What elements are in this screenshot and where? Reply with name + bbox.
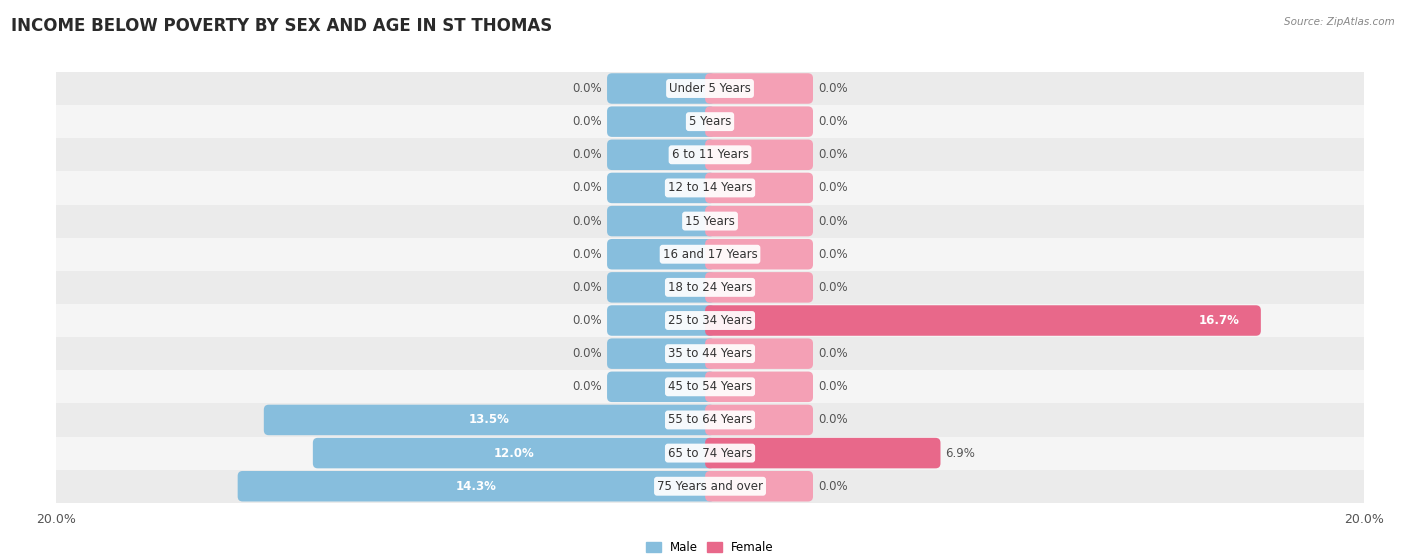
Text: 0.0%: 0.0% xyxy=(572,82,602,95)
Text: 0.0%: 0.0% xyxy=(572,314,602,327)
Bar xyxy=(56,238,1364,271)
Text: 6.9%: 6.9% xyxy=(945,446,976,460)
FancyBboxPatch shape xyxy=(706,140,813,170)
Bar xyxy=(56,72,1364,105)
FancyBboxPatch shape xyxy=(607,239,714,270)
FancyBboxPatch shape xyxy=(706,305,1261,336)
FancyBboxPatch shape xyxy=(607,172,714,203)
FancyBboxPatch shape xyxy=(607,73,714,104)
FancyBboxPatch shape xyxy=(706,338,813,369)
Bar xyxy=(56,171,1364,205)
Text: 0.0%: 0.0% xyxy=(818,347,848,360)
FancyBboxPatch shape xyxy=(607,372,714,402)
Text: 0.0%: 0.0% xyxy=(818,248,848,261)
Bar xyxy=(56,138,1364,171)
Bar xyxy=(56,304,1364,337)
Text: 0.0%: 0.0% xyxy=(818,281,848,294)
Text: 0.0%: 0.0% xyxy=(572,381,602,393)
Text: 15 Years: 15 Years xyxy=(685,215,735,228)
Text: 5 Years: 5 Years xyxy=(689,115,731,128)
Text: 0.0%: 0.0% xyxy=(818,148,848,161)
Text: 65 to 74 Years: 65 to 74 Years xyxy=(668,446,752,460)
FancyBboxPatch shape xyxy=(238,471,714,502)
FancyBboxPatch shape xyxy=(706,172,813,203)
Text: 75 Years and over: 75 Years and over xyxy=(657,480,763,493)
Text: 0.0%: 0.0% xyxy=(818,115,848,128)
Bar xyxy=(56,271,1364,304)
Text: 0.0%: 0.0% xyxy=(572,115,602,128)
Text: 55 to 64 Years: 55 to 64 Years xyxy=(668,413,752,426)
Text: 0.0%: 0.0% xyxy=(572,347,602,360)
Text: 0.0%: 0.0% xyxy=(572,248,602,261)
Bar xyxy=(56,205,1364,238)
FancyBboxPatch shape xyxy=(706,438,941,468)
FancyBboxPatch shape xyxy=(706,73,813,104)
Text: 6 to 11 Years: 6 to 11 Years xyxy=(672,148,748,161)
Text: 0.0%: 0.0% xyxy=(818,181,848,194)
FancyBboxPatch shape xyxy=(706,471,813,502)
Text: 18 to 24 Years: 18 to 24 Years xyxy=(668,281,752,294)
FancyBboxPatch shape xyxy=(706,272,813,302)
Text: 0.0%: 0.0% xyxy=(818,381,848,393)
Text: INCOME BELOW POVERTY BY SEX AND AGE IN ST THOMAS: INCOME BELOW POVERTY BY SEX AND AGE IN S… xyxy=(11,17,553,35)
FancyBboxPatch shape xyxy=(706,107,813,137)
Text: 12 to 14 Years: 12 to 14 Years xyxy=(668,181,752,194)
Legend: Male, Female: Male, Female xyxy=(641,537,779,558)
Text: Source: ZipAtlas.com: Source: ZipAtlas.com xyxy=(1284,17,1395,27)
Text: 0.0%: 0.0% xyxy=(818,82,848,95)
FancyBboxPatch shape xyxy=(706,239,813,270)
Text: 16.7%: 16.7% xyxy=(1199,314,1240,327)
Text: 45 to 54 Years: 45 to 54 Years xyxy=(668,381,752,393)
FancyBboxPatch shape xyxy=(264,405,714,435)
FancyBboxPatch shape xyxy=(607,305,714,336)
FancyBboxPatch shape xyxy=(607,338,714,369)
Bar xyxy=(56,337,1364,370)
Bar xyxy=(56,105,1364,138)
Text: 0.0%: 0.0% xyxy=(818,215,848,228)
Text: 25 to 34 Years: 25 to 34 Years xyxy=(668,314,752,327)
Bar xyxy=(56,470,1364,503)
FancyBboxPatch shape xyxy=(607,140,714,170)
Text: 0.0%: 0.0% xyxy=(572,215,602,228)
Text: 0.0%: 0.0% xyxy=(572,148,602,161)
FancyBboxPatch shape xyxy=(607,206,714,237)
FancyBboxPatch shape xyxy=(607,272,714,302)
Bar xyxy=(56,403,1364,436)
FancyBboxPatch shape xyxy=(314,438,714,468)
Text: Under 5 Years: Under 5 Years xyxy=(669,82,751,95)
Text: 0.0%: 0.0% xyxy=(818,413,848,426)
Bar xyxy=(56,370,1364,403)
Text: 14.3%: 14.3% xyxy=(456,480,496,493)
Text: 0.0%: 0.0% xyxy=(572,281,602,294)
FancyBboxPatch shape xyxy=(706,372,813,402)
Text: 12.0%: 12.0% xyxy=(494,446,534,460)
FancyBboxPatch shape xyxy=(607,107,714,137)
Bar xyxy=(56,436,1364,470)
Text: 0.0%: 0.0% xyxy=(818,480,848,493)
FancyBboxPatch shape xyxy=(706,405,813,435)
Text: 35 to 44 Years: 35 to 44 Years xyxy=(668,347,752,360)
Text: 16 and 17 Years: 16 and 17 Years xyxy=(662,248,758,261)
Text: 0.0%: 0.0% xyxy=(572,181,602,194)
FancyBboxPatch shape xyxy=(706,206,813,237)
Text: 13.5%: 13.5% xyxy=(470,413,510,426)
